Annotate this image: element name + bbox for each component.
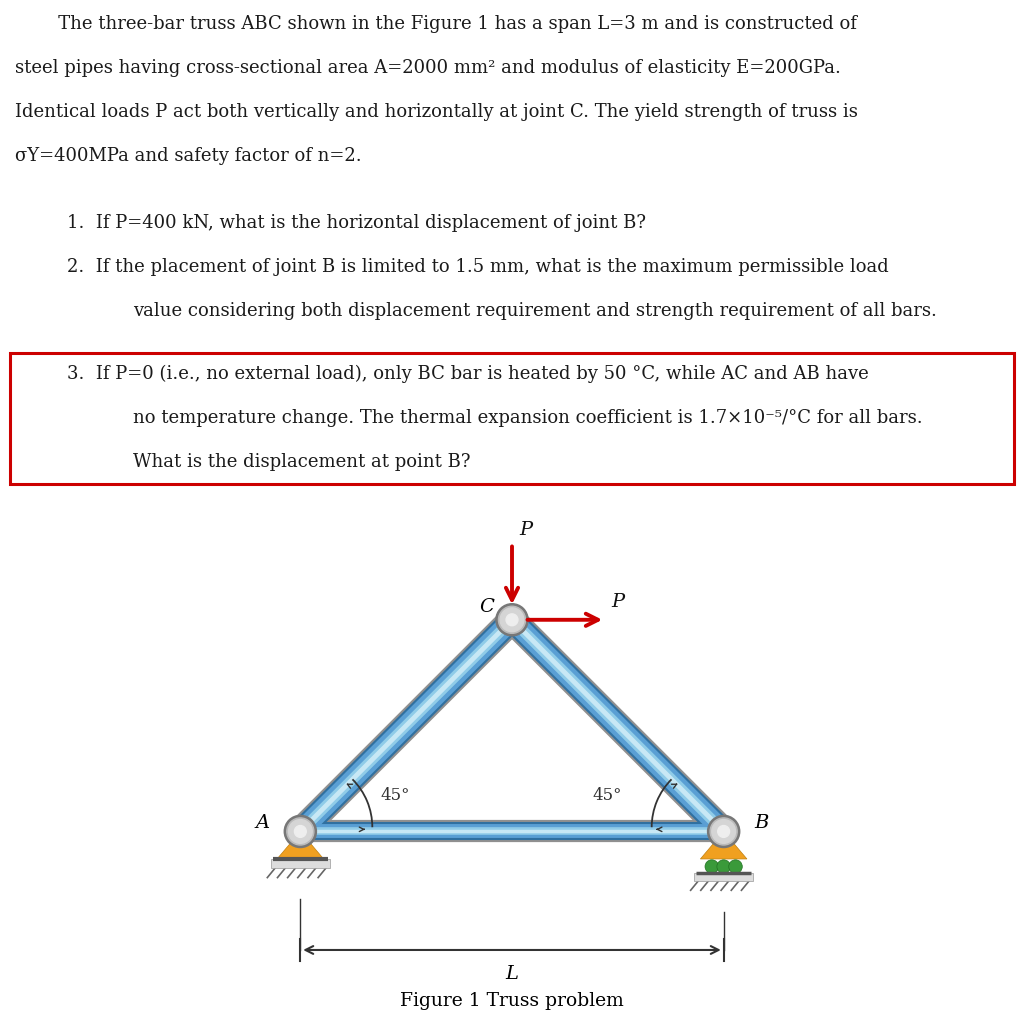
Text: 2.  If the placement of joint B is limited to 1.5 mm, what is the maximum permis: 2. If the placement of joint B is limite… [67, 258, 888, 276]
Circle shape [496, 604, 528, 636]
Text: A: A [255, 814, 269, 832]
Circle shape [287, 818, 314, 845]
Text: P: P [611, 593, 625, 612]
Circle shape [729, 859, 742, 874]
Bar [694, 874, 754, 881]
Text: C: C [479, 598, 494, 616]
Circle shape [285, 815, 316, 847]
Text: 45°: 45° [593, 787, 622, 804]
Circle shape [706, 859, 719, 874]
Text: L: L [506, 965, 518, 983]
Text: 1.  If P=400 kN, what is the horizontal displacement of joint B?: 1. If P=400 kN, what is the horizontal d… [67, 214, 645, 231]
Circle shape [499, 607, 525, 633]
Text: steel pipes having cross-sectional area A=2000 mm² and modulus of elasticity E=2: steel pipes having cross-sectional area … [15, 59, 842, 77]
Text: The three-bar truss ABC shown in the Figure 1 has a span L=3 m and is constructe: The three-bar truss ABC shown in the Fig… [41, 14, 857, 33]
Text: no temperature change. The thermal expansion coefficient is 1.7×10⁻⁵/°C for all : no temperature change. The thermal expan… [133, 409, 923, 427]
Text: σY=400MPa and safety factor of n=2.: σY=400MPa and safety factor of n=2. [15, 147, 362, 166]
Circle shape [506, 614, 518, 626]
Text: 3.  If P=0 (i.e., no external load), only BC bar is heated by 50 °C, while AC an: 3. If P=0 (i.e., no external load), only… [67, 365, 868, 383]
Circle shape [717, 859, 730, 874]
Text: value considering both displacement requirement and strength requirement of all : value considering both displacement requ… [133, 302, 937, 320]
Circle shape [708, 815, 739, 847]
Text: Identical loads P act both vertically and horizontally at joint C. The yield str: Identical loads P act both vertically an… [15, 103, 858, 121]
Polygon shape [700, 832, 746, 859]
Polygon shape [278, 832, 324, 859]
Text: Figure 1 Truss problem: Figure 1 Truss problem [400, 992, 624, 1011]
Text: 45°: 45° [381, 787, 411, 804]
Text: B: B [755, 814, 769, 832]
Circle shape [710, 818, 737, 845]
Circle shape [289, 819, 312, 843]
Circle shape [712, 819, 735, 843]
Text: What is the displacement at point B?: What is the displacement at point B? [133, 453, 471, 472]
Text: P: P [519, 522, 532, 539]
Bar [270, 859, 330, 869]
Circle shape [500, 608, 524, 631]
Circle shape [718, 826, 729, 838]
Circle shape [295, 826, 306, 838]
FancyBboxPatch shape [10, 353, 1014, 484]
